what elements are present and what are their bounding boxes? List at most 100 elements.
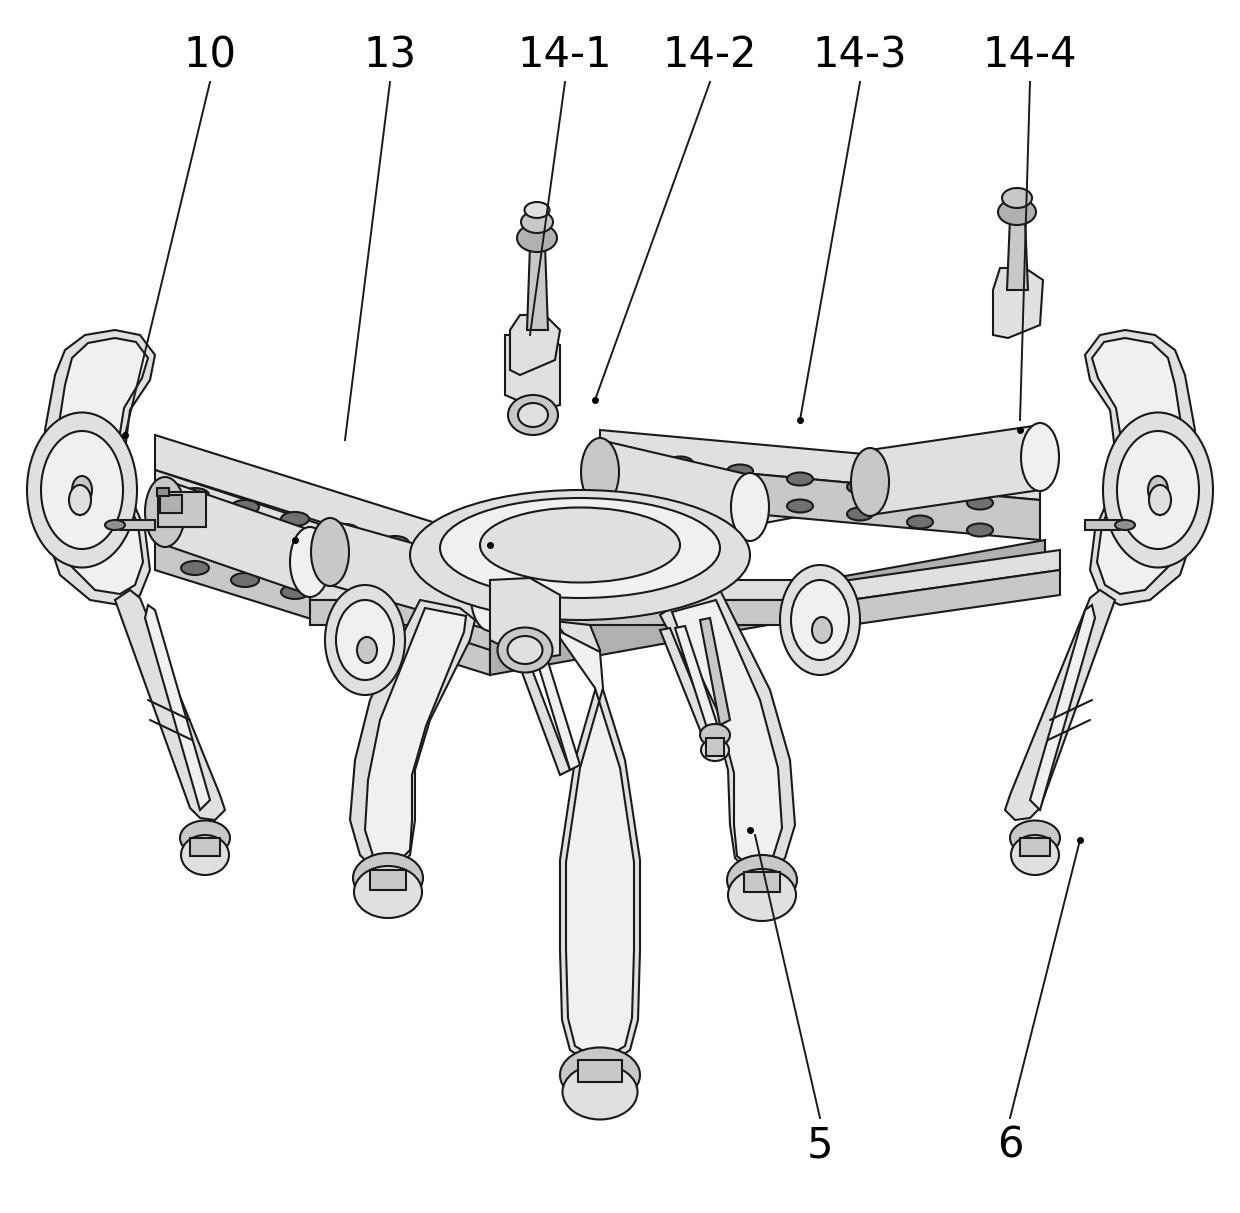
Ellipse shape (998, 199, 1035, 224)
Ellipse shape (1011, 820, 1060, 855)
Bar (190, 838, 219, 856)
Polygon shape (510, 638, 570, 775)
Ellipse shape (667, 456, 693, 469)
Ellipse shape (508, 395, 558, 435)
Ellipse shape (812, 617, 832, 643)
Polygon shape (1030, 605, 1095, 810)
Ellipse shape (27, 412, 136, 568)
Ellipse shape (325, 585, 405, 695)
Text: 14-3: 14-3 (812, 34, 908, 76)
Bar (157, 492, 206, 526)
Polygon shape (155, 540, 490, 674)
Ellipse shape (847, 507, 873, 520)
Ellipse shape (353, 853, 423, 902)
Polygon shape (510, 315, 560, 375)
Polygon shape (1085, 330, 1195, 605)
Bar (706, 738, 724, 756)
Polygon shape (527, 245, 548, 330)
Ellipse shape (701, 739, 729, 761)
Ellipse shape (525, 203, 549, 218)
Ellipse shape (181, 835, 229, 875)
Ellipse shape (181, 560, 210, 575)
Ellipse shape (381, 536, 409, 549)
Ellipse shape (1149, 485, 1171, 516)
Text: 14-1: 14-1 (518, 34, 613, 76)
Ellipse shape (851, 448, 889, 516)
Text: 13: 13 (363, 34, 417, 76)
Polygon shape (600, 460, 1040, 540)
Ellipse shape (41, 431, 123, 549)
Ellipse shape (331, 560, 360, 575)
Text: 5: 5 (807, 1124, 833, 1166)
Ellipse shape (480, 507, 680, 582)
Ellipse shape (331, 524, 360, 539)
Polygon shape (45, 330, 155, 605)
Polygon shape (505, 335, 560, 410)
Ellipse shape (353, 866, 422, 918)
Ellipse shape (701, 724, 730, 746)
Polygon shape (660, 590, 795, 873)
Ellipse shape (780, 565, 861, 674)
Ellipse shape (727, 465, 753, 478)
Polygon shape (490, 579, 560, 660)
Polygon shape (1004, 590, 1115, 820)
Polygon shape (993, 268, 1043, 338)
Polygon shape (365, 608, 466, 865)
Ellipse shape (517, 224, 557, 252)
Polygon shape (870, 425, 1040, 516)
Ellipse shape (181, 525, 210, 539)
Text: 10: 10 (184, 34, 237, 76)
Ellipse shape (497, 627, 553, 672)
Polygon shape (660, 628, 720, 754)
Ellipse shape (1011, 835, 1059, 875)
Ellipse shape (69, 485, 91, 516)
Ellipse shape (667, 484, 693, 496)
Ellipse shape (381, 573, 409, 587)
Polygon shape (600, 429, 1040, 500)
Ellipse shape (521, 211, 553, 233)
Ellipse shape (728, 869, 796, 921)
Ellipse shape (336, 600, 394, 680)
Ellipse shape (847, 480, 873, 494)
Text: 6: 6 (997, 1124, 1023, 1166)
Ellipse shape (72, 475, 92, 503)
Bar (160, 495, 182, 513)
Bar (744, 872, 780, 892)
Ellipse shape (787, 473, 813, 485)
Bar (157, 488, 169, 496)
Ellipse shape (787, 500, 813, 513)
Bar (578, 1060, 622, 1082)
Ellipse shape (1117, 431, 1199, 549)
Ellipse shape (507, 636, 543, 664)
Polygon shape (115, 590, 224, 820)
Ellipse shape (181, 488, 210, 502)
Polygon shape (675, 626, 725, 753)
Ellipse shape (410, 490, 750, 620)
Bar (370, 870, 405, 890)
Ellipse shape (231, 500, 259, 514)
Polygon shape (155, 500, 490, 650)
Ellipse shape (608, 449, 632, 461)
Polygon shape (165, 480, 310, 596)
Text: 14-4: 14-4 (983, 34, 1078, 76)
Ellipse shape (732, 473, 769, 541)
Polygon shape (553, 628, 634, 1055)
Ellipse shape (357, 637, 377, 664)
Polygon shape (672, 600, 782, 869)
Polygon shape (120, 520, 155, 530)
Polygon shape (701, 617, 730, 725)
Ellipse shape (145, 477, 185, 547)
Ellipse shape (967, 496, 993, 509)
Ellipse shape (1002, 188, 1032, 207)
Ellipse shape (1148, 475, 1168, 503)
Text: 14-2: 14-2 (663, 34, 758, 76)
Ellipse shape (1104, 412, 1213, 568)
Ellipse shape (906, 489, 932, 501)
Ellipse shape (582, 438, 619, 506)
Ellipse shape (180, 820, 229, 855)
Ellipse shape (281, 585, 309, 599)
Ellipse shape (560, 1048, 640, 1103)
Ellipse shape (1021, 423, 1059, 491)
Ellipse shape (105, 520, 125, 530)
Ellipse shape (791, 580, 849, 660)
